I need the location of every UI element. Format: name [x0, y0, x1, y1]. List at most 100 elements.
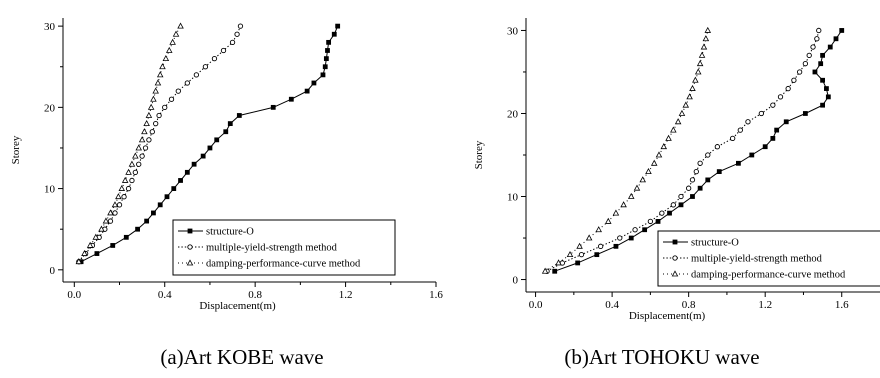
data-point	[693, 168, 699, 175]
data-point	[172, 30, 180, 37]
data-point	[655, 219, 661, 224]
data-point	[136, 161, 142, 167]
x-axis-label: Displacement(m)	[629, 310, 706, 322]
data-point	[697, 185, 703, 191]
data-point	[617, 235, 623, 241]
y-tick-label: 30	[44, 21, 56, 33]
legend-marker	[672, 239, 678, 245]
data-point	[576, 242, 583, 249]
data-point	[585, 234, 593, 241]
legend-label: damping-performance-curve method	[691, 270, 846, 281]
data-point	[552, 268, 558, 274]
series-1	[78, 23, 341, 265]
data-point	[110, 243, 116, 248]
data-point	[716, 169, 722, 175]
data-point	[135, 226, 140, 232]
data-point	[633, 184, 641, 191]
data-point	[125, 185, 132, 192]
data-point	[191, 161, 197, 167]
data-point	[745, 119, 751, 125]
data-point	[162, 104, 168, 111]
data-point	[227, 121, 233, 126]
data-point	[620, 201, 627, 208]
data-point	[138, 136, 146, 143]
y-tick-label: 20	[507, 108, 519, 120]
data-point	[704, 26, 712, 33]
data-point	[152, 87, 159, 94]
data-point	[223, 129, 229, 135]
data-point	[810, 44, 816, 50]
data-point	[116, 202, 123, 208]
y-axis-label: Storey	[473, 140, 485, 169]
data-point	[125, 168, 132, 175]
data-point	[674, 118, 682, 125]
data-point	[702, 35, 710, 42]
data-point	[147, 103, 155, 110]
data-point	[156, 112, 162, 119]
data-point	[234, 31, 240, 37]
data-point	[157, 202, 163, 208]
data-point	[151, 210, 156, 216]
chart-panel-2: 0.0 0.4 0.8 1.2 1.6 0 10 20 30 Displacement(m) Sto…	[473, 18, 880, 369]
data-point	[814, 36, 820, 42]
legend-marker	[672, 255, 678, 261]
data-point	[115, 193, 122, 200]
data-point	[820, 52, 825, 58]
data-point	[774, 127, 780, 133]
data-point	[143, 119, 150, 126]
data-point	[98, 225, 105, 232]
x-tick-label: 0.8	[682, 299, 696, 311]
data-point	[326, 39, 332, 45]
data-point	[128, 160, 136, 167]
data-point	[144, 218, 150, 224]
data-point	[770, 135, 776, 141]
data-point	[791, 77, 797, 83]
data-point	[141, 128, 148, 135]
data-point	[678, 109, 686, 116]
data-point	[220, 47, 227, 54]
data-point	[594, 252, 600, 258]
data-point	[107, 209, 114, 216]
data-point	[816, 27, 822, 34]
data-point	[153, 120, 159, 127]
legend-label: damping-performance-curve method	[206, 259, 361, 270]
y-tick-label: 0	[50, 265, 56, 277]
data-point	[107, 218, 114, 224]
data-point	[689, 177, 696, 183]
data-point	[670, 202, 676, 208]
data-point	[184, 169, 190, 175]
data-point	[237, 23, 244, 29]
data-point	[762, 144, 768, 150]
y-tick-label: 10	[507, 192, 519, 204]
data-point	[331, 31, 337, 37]
x-tick-label: 1.2	[339, 289, 353, 301]
data-point	[135, 144, 143, 151]
data-point	[118, 184, 126, 191]
data-point	[820, 77, 825, 83]
data-point	[650, 159, 658, 166]
data-point	[193, 72, 200, 78]
data-point	[132, 152, 139, 159]
series-3	[75, 22, 184, 265]
data-point	[111, 201, 119, 208]
data-point	[81, 249, 88, 256]
data-point	[178, 178, 183, 183]
data-point	[164, 194, 170, 200]
data-point	[154, 79, 162, 86]
data-point	[325, 48, 330, 53]
data-point	[802, 61, 809, 67]
data-point	[670, 126, 677, 133]
data-point	[200, 153, 206, 159]
data-point	[639, 176, 646, 183]
data-point	[665, 134, 672, 141]
series-line	[78, 25, 182, 262]
data-point	[785, 85, 791, 92]
data-point	[555, 259, 562, 266]
data-point	[627, 192, 635, 199]
x-tick-label: 1.6	[429, 289, 443, 301]
data-point	[86, 241, 94, 248]
data-point	[659, 210, 665, 216]
data-point	[690, 194, 695, 199]
data-point	[184, 80, 190, 86]
